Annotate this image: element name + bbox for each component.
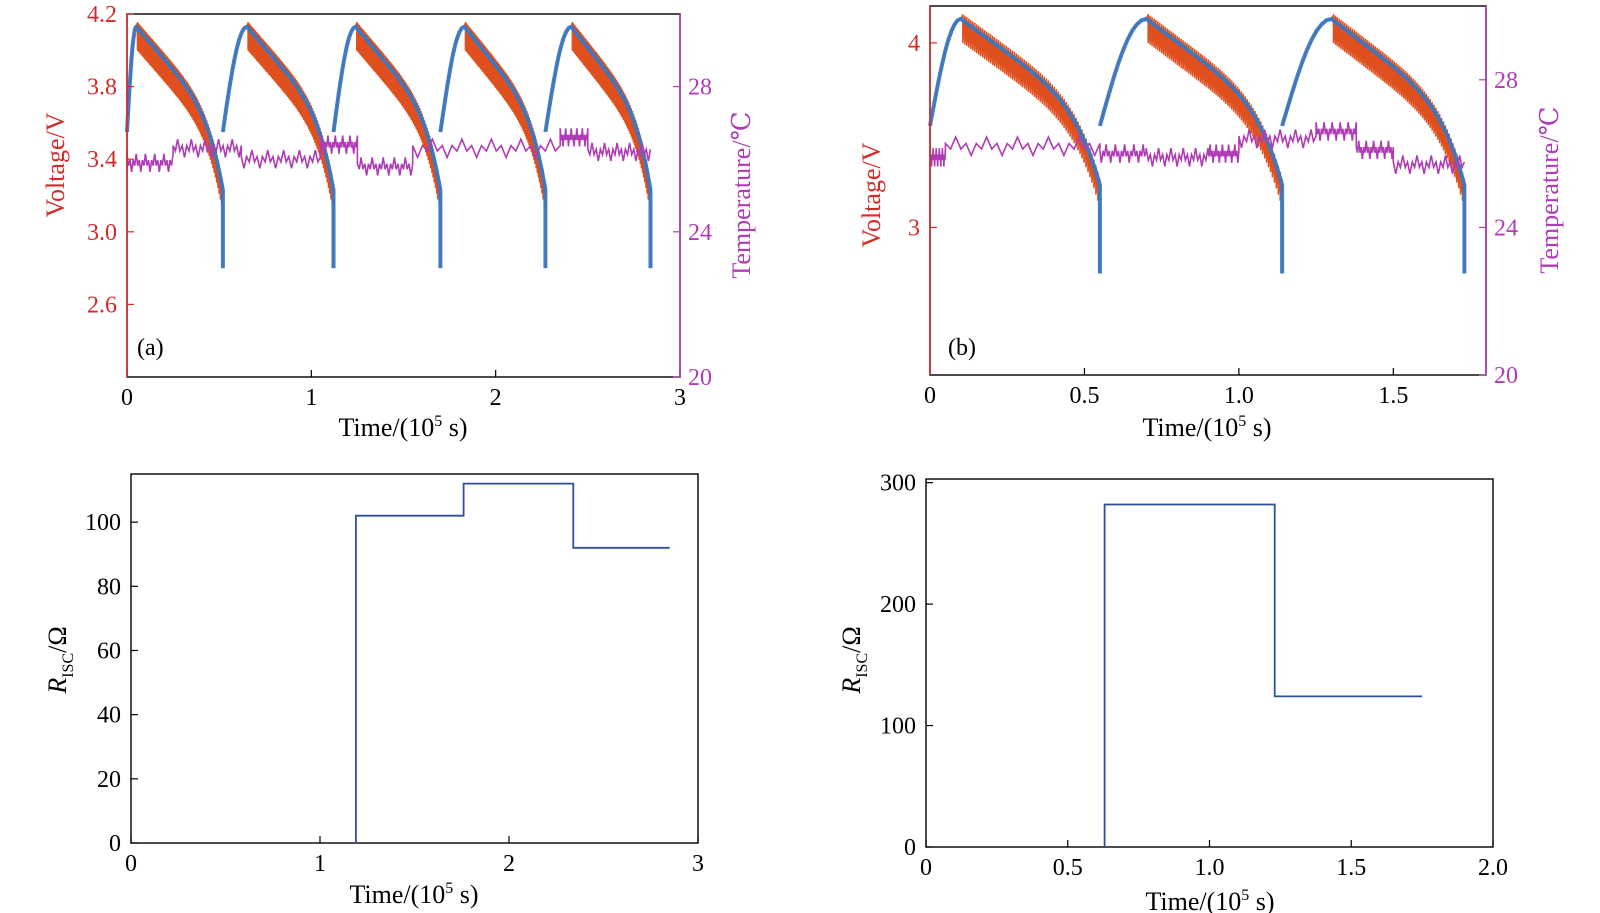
x-axis-label: Time/(105 s) (338, 413, 467, 442)
x-tick-label: 2 (503, 851, 515, 877)
x-tick-label: 0 (121, 385, 133, 411)
tick-group: 0 0.5 1.0 1.5 2.0 0 100 200 300 (880, 471, 1508, 881)
y2-axis-label-temperature: Temperature/℃ (727, 111, 756, 278)
panel-label-a: (a) (137, 335, 164, 361)
y-axis-label-risc: RISC/Ω (837, 626, 871, 694)
x-label-prefix: Time/(10 (1142, 413, 1238, 442)
y2-tick-label: 24 (1494, 215, 1518, 241)
tick-group: 0 1 2 3 2.6 3.0 3.4 3.8 4.2 20 24 28 (87, 2, 712, 411)
temperature-line (126, 128, 652, 176)
temperature-line (929, 122, 1466, 175)
x-tick-label: 1.0 (1224, 383, 1254, 409)
x-tick-label: 1.0 (1195, 855, 1225, 881)
x-tick-label: 1 (314, 851, 326, 877)
x-label-suffix: s) (453, 880, 478, 909)
x-tick-label: 0.5 (1069, 383, 1099, 409)
y-label-sub: ISC (60, 653, 77, 678)
y-tick-label: 100 (85, 510, 121, 536)
x-tick-label: 3 (692, 851, 704, 877)
measured-voltage-line (126, 21, 652, 269)
series-group (355, 482, 670, 843)
chart-b-risc: 0 0.5 1.0 1.5 2.0 0 100 200 300 RISC/Ω Time/(105… (837, 471, 1508, 913)
y-tick-label: 60 (97, 638, 121, 664)
y-label-sub: ISC (854, 653, 871, 678)
x-label-suffix: s) (442, 413, 467, 442)
tick-group: 0 0.5 1.0 1.5 3 4 20 24 28 (908, 6, 1518, 409)
y2-tick-label: 24 (688, 220, 712, 246)
x-tick-label: 2 (490, 385, 502, 411)
y-tick-label: 100 (880, 714, 916, 740)
x-label-suffix: s) (1249, 887, 1274, 913)
y-tick-label: 3.0 (87, 220, 117, 246)
y2-tick-label: 20 (1494, 363, 1518, 389)
x-label-prefix: Time/(10 (349, 880, 445, 909)
y-tick-label: 200 (880, 592, 916, 618)
x-label-sup: 5 (1241, 887, 1249, 904)
x-label-sup: 5 (1238, 413, 1246, 430)
series-group (125, 21, 653, 269)
y-tick-label: 3.8 (87, 75, 117, 101)
y-tick-label: 4 (908, 31, 920, 57)
y2-tick-label: 28 (688, 75, 712, 101)
y-tick-label: 0 (109, 831, 121, 857)
x-tick-label: 2.0 (1478, 855, 1508, 881)
y2-axis-label-temperature: Temperature/℃ (1535, 106, 1564, 273)
risc-step-line (1103, 503, 1423, 847)
panel-label-b: (b) (948, 335, 976, 361)
y-tick-label: 4.2 (87, 2, 117, 28)
y-axis-label-voltage: Voltage/V (41, 112, 70, 217)
y-tick-label: 300 (880, 471, 916, 497)
x-axis-label: Time/(105 s) (1145, 887, 1274, 913)
plot-frame (925, 478, 1494, 848)
y-label-main: R (43, 678, 72, 695)
model-voltage-line (928, 16, 1467, 274)
x-label-prefix: Time/(10 (1145, 887, 1241, 913)
y-tick-label: 20 (97, 767, 121, 793)
x-label-prefix: Time/(10 (338, 413, 434, 442)
chart-a-risc: 0 1 2 3 0 20 40 60 80 100 RISC/Ω Time/(105 s) (43, 473, 704, 909)
x-tick-label: 0 (924, 383, 936, 409)
x-tick-label: 1.5 (1378, 383, 1408, 409)
x-label-sup: 5 (434, 413, 442, 430)
risc-step-line (355, 482, 670, 843)
x-tick-label: 0 (920, 855, 932, 881)
x-axis-label: Time/(105 s) (349, 880, 478, 909)
y-label-main: R (837, 678, 866, 695)
y-axis-label-risc: RISC/Ω (43, 626, 77, 694)
y-tick-label: 3.4 (87, 147, 117, 173)
y-tick-label: 2.6 (87, 292, 117, 318)
y-label-suffix: /Ω (837, 626, 866, 653)
x-tick-label: 0 (125, 851, 137, 877)
y-tick-label: 3 (908, 215, 920, 241)
series-group (1103, 503, 1423, 847)
series-group (928, 14, 1467, 274)
model-voltage-line (125, 24, 653, 269)
chart-b-voltage-temperature: 0 0.5 1.0 1.5 3 4 20 24 28 (b) Voltage/V Tempera… (857, 5, 1564, 442)
x-label-sup: 5 (445, 880, 453, 897)
y-tick-label: 0 (904, 835, 916, 861)
y2-tick-label: 20 (688, 365, 712, 391)
x-label-suffix: s) (1246, 413, 1271, 442)
plot-frame (130, 473, 699, 844)
x-tick-label: 1.5 (1336, 855, 1366, 881)
y-label-suffix: /Ω (43, 626, 72, 653)
x-tick-label: 1 (305, 385, 317, 411)
x-tick-label: 3 (674, 385, 686, 411)
y-tick-label: 40 (97, 703, 121, 729)
x-tick-label: 0.5 (1053, 855, 1083, 881)
tick-group: 0 1 2 3 0 20 40 60 80 100 (85, 510, 704, 877)
y2-tick-label: 28 (1494, 68, 1518, 94)
x-axis-label: Time/(105 s) (1142, 413, 1271, 442)
y-tick-label: 80 (97, 574, 121, 600)
y-axis-label-voltage: Voltage/V (857, 142, 886, 247)
